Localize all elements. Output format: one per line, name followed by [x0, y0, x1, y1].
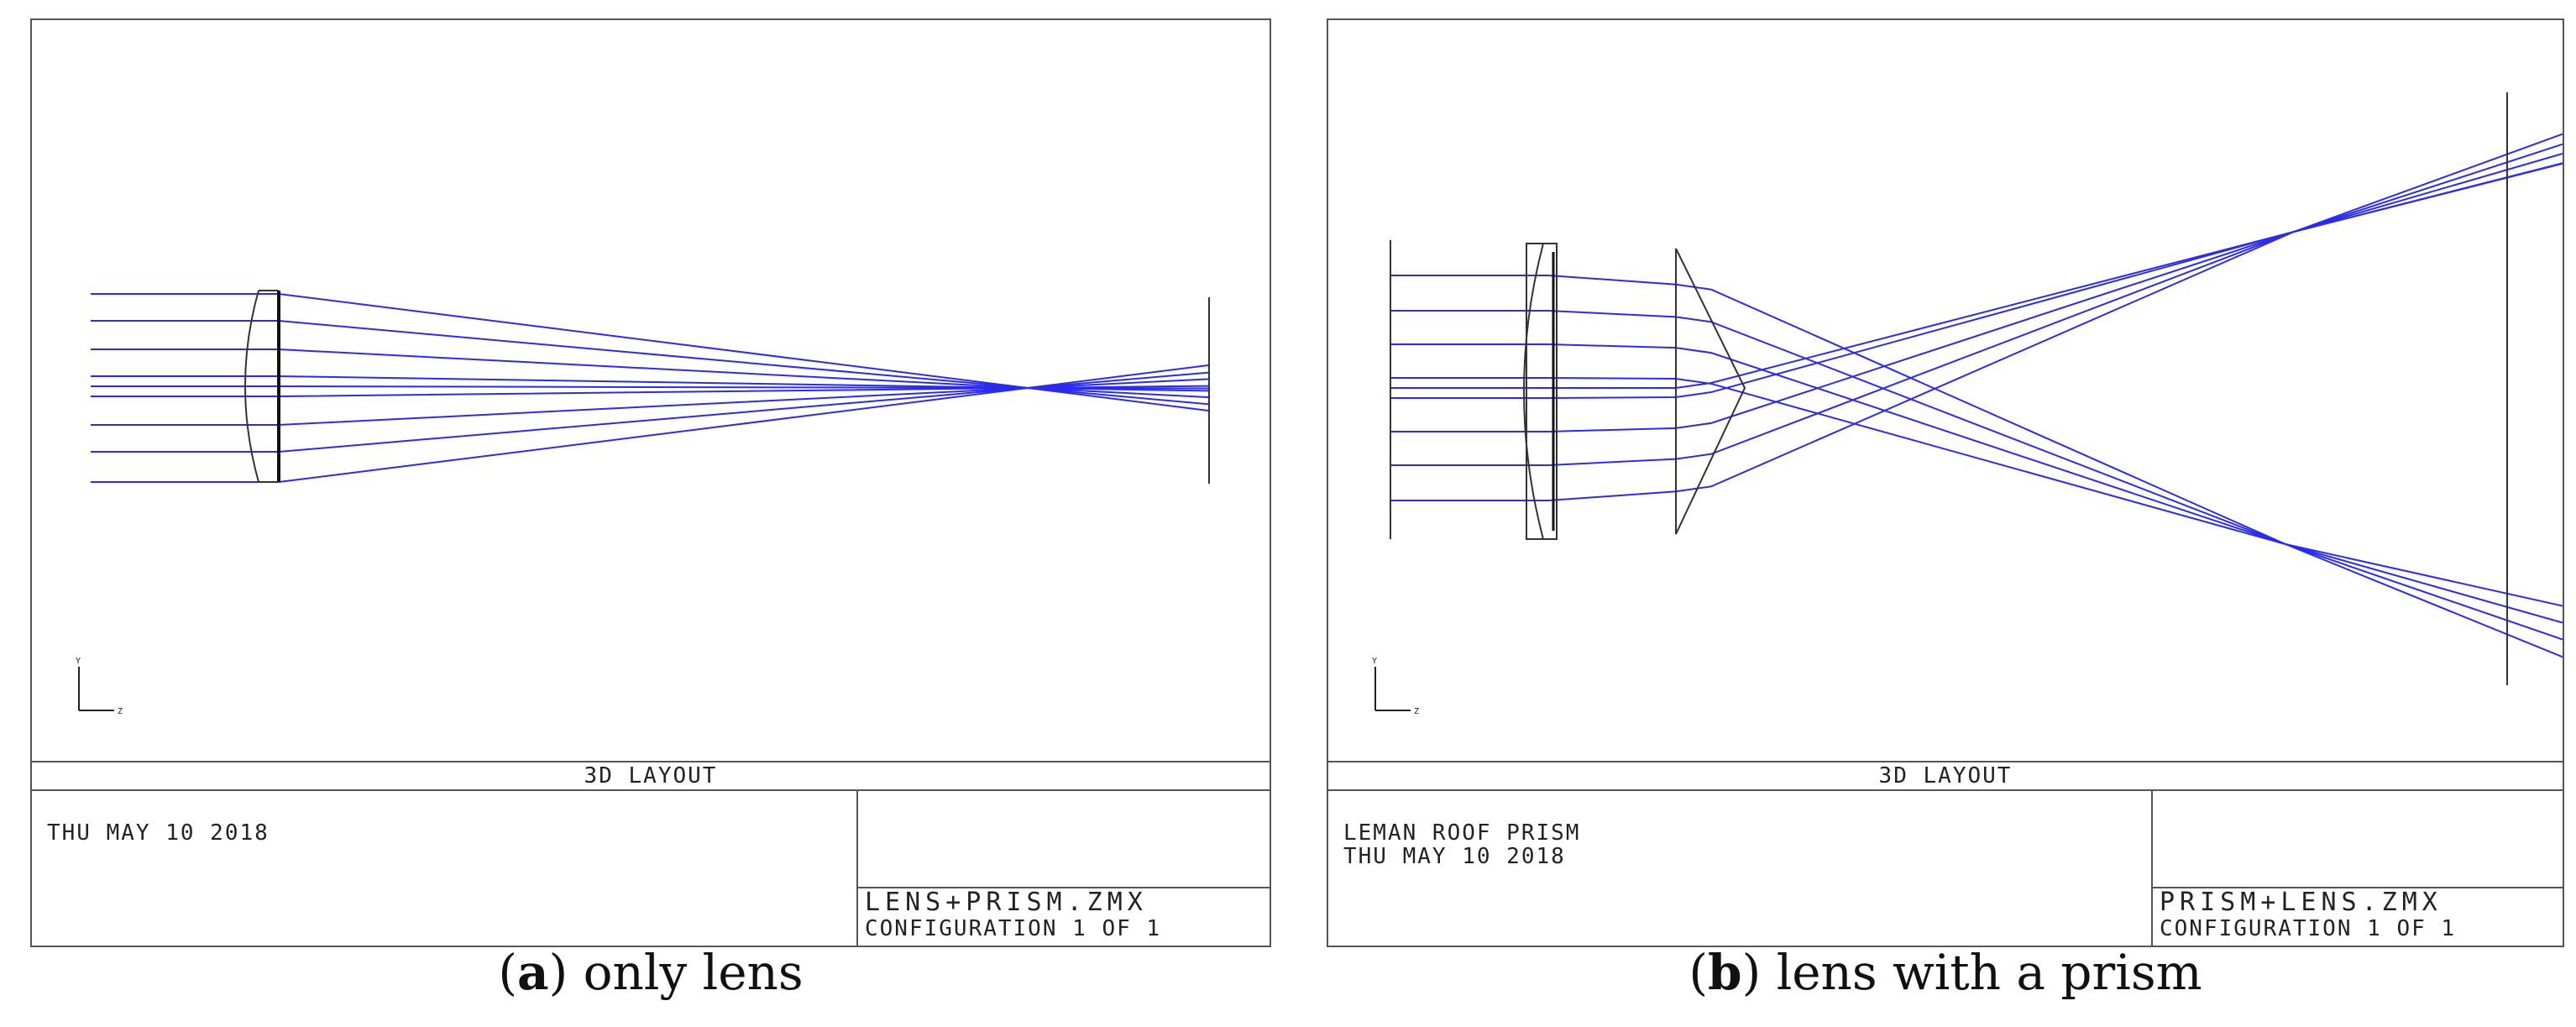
convex-lens	[1523, 243, 1544, 540]
date-stamp: THU MAY 10 2018	[47, 821, 270, 845]
file-name: PRISM+LENS.ZMX	[2160, 888, 2442, 917]
ray-6	[91, 385, 1210, 397]
ray-4	[1390, 377, 2563, 607]
layout-panel-a: Y Z 3D LAYOUT THU MAY 10 2018 LENS+PRISM…	[30, 18, 1271, 947]
file-box: LENS+PRISM.ZMX CONFIGURATION 1 OF 1	[858, 887, 1270, 946]
layout-title: 3D LAYOUT	[1328, 761, 2563, 791]
configuration-label: CONFIGURATION 1 OF 1	[2160, 916, 2457, 941]
ray-2	[1390, 310, 2563, 641]
file-name: LENS+PRISM.ZMX	[865, 888, 1148, 917]
axis-indicator: Y Z	[1372, 657, 1419, 716]
ray-9	[1390, 133, 2563, 501]
ray-3	[91, 348, 1210, 399]
caption-text: lens with a prism	[1776, 944, 2202, 1001]
caption-letter: a	[516, 944, 549, 1001]
layout-panel-b: Y Z 3D LAYOUT LEMAN ROOF PRISM THU MAY 1…	[1327, 18, 2564, 947]
layout-title: 3D LAYOUT	[32, 761, 1270, 791]
axis-indicator: Y Z	[76, 657, 123, 716]
ray-bundle-a	[91, 293, 1210, 483]
file-box: PRISM+LENS.ZMX CONFIGURATION 1 OF 1	[2153, 887, 2563, 946]
caption-text: only lens	[583, 944, 804, 1001]
ray-1	[91, 293, 1210, 412]
ray-2	[91, 320, 1210, 406]
header-line-1: THU MAY 10 2018	[47, 820, 270, 846]
file-info-box: PRISM+LENS.ZMX CONFIGURATION 1 OF 1	[2151, 791, 2563, 946]
roof-prism	[1675, 248, 1746, 535]
header-line-1: LEMAN ROOF PRISM	[1343, 820, 1581, 846]
ray-7	[91, 378, 1210, 426]
ray-diagram-a: Y Z	[76, 290, 1210, 716]
configuration-label: CONFIGURATION 1 OF 1	[865, 916, 1162, 941]
axis-label-y: Y	[1372, 657, 1377, 666]
axis-label-z: Z	[1414, 707, 1419, 716]
caption-b: (b) lens with a prism	[1689, 944, 2202, 1001]
ray-9	[91, 364, 1210, 483]
ray-5	[91, 385, 1210, 390]
ray-3	[1390, 343, 2563, 624]
convex-lens	[244, 290, 259, 483]
ray-diagram-b: Y Z	[1372, 92, 2563, 716]
lens-mount	[1526, 243, 1558, 540]
ray-1	[1390, 275, 2563, 658]
caption-a: (a) only lens	[498, 944, 804, 1001]
axis-label-z: Z	[118, 707, 123, 716]
file-info-box: LENS+PRISM.ZMX CONFIGURATION 1 OF 1	[856, 791, 1270, 946]
ray-6	[1390, 162, 2563, 399]
header-line-2: THU MAY 10 2018	[1343, 844, 1566, 869]
ray-bundle-b	[1390, 133, 2563, 658]
header-text: LEMAN ROOF PRISM THU MAY 10 2018	[1343, 821, 1580, 868]
ray-7	[1390, 152, 2563, 432]
ray-8	[1390, 143, 2563, 466]
ray-4	[91, 375, 1210, 392]
caption-letter: b	[1708, 944, 1742, 1001]
axis-label-y: Y	[76, 657, 81, 666]
ray-8	[91, 371, 1210, 453]
